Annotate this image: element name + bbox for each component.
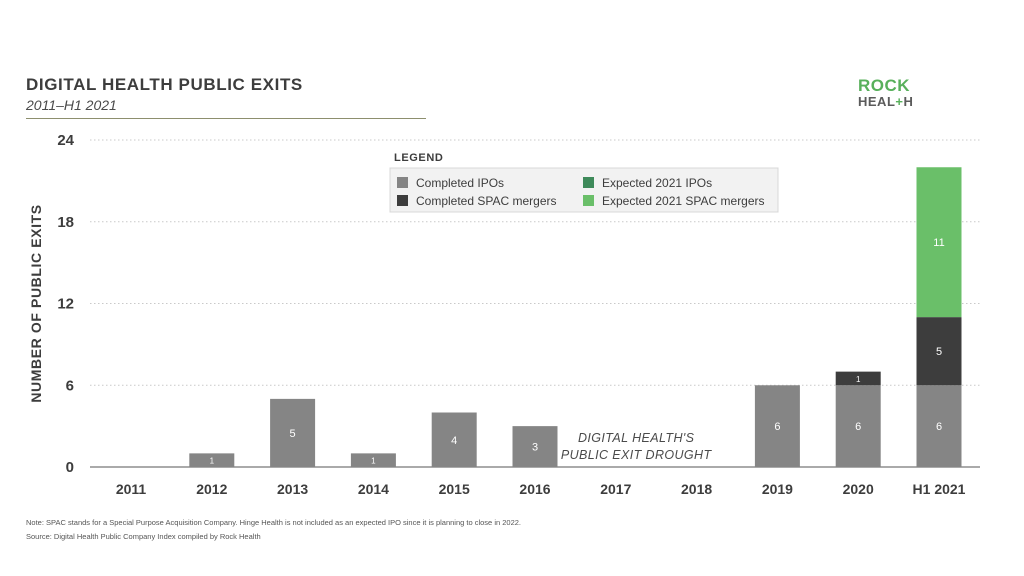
bar-value-label: 4 bbox=[451, 435, 457, 447]
y-tick-label: 12 bbox=[57, 296, 74, 313]
legend-entry: Expected 2021 IPOs bbox=[602, 176, 712, 190]
bar-value-label: 6 bbox=[774, 421, 780, 433]
y-tick-label: 18 bbox=[57, 214, 74, 231]
bar-value-label: 5 bbox=[290, 428, 296, 440]
x-tick-label: 2012 bbox=[196, 481, 227, 497]
rock-health-logo: ROCK HEAL+H bbox=[858, 76, 913, 110]
legend-swatch bbox=[397, 177, 408, 188]
bar-segment bbox=[835, 371, 881, 386]
chart-title: DIGITAL HEALTH PUBLIC EXITS bbox=[26, 75, 303, 94]
gridlines bbox=[90, 139, 980, 468]
x-tick-label: 2015 bbox=[439, 481, 470, 497]
bar-segment bbox=[916, 317, 962, 386]
logo-line-2: HEAL+H bbox=[858, 94, 913, 110]
annotations: DIGITAL HEALTH'S PUBLIC EXIT DROUGHT bbox=[561, 431, 713, 462]
legend-entry: Expected 2021 SPAC mergers bbox=[602, 194, 765, 208]
x-tick-label: 2018 bbox=[681, 481, 712, 497]
bars: 1 5 1 4 3 6 6 1 6 5 11 bbox=[189, 167, 962, 467]
legend-swatch bbox=[397, 195, 408, 206]
bar-segment bbox=[431, 412, 477, 467]
legend-entry: Completed SPAC mergers bbox=[416, 194, 557, 208]
bar-value-label: 5 bbox=[936, 346, 942, 358]
bar-value-label: 1 bbox=[371, 457, 376, 466]
annotation-text: DIGITAL HEALTH'S bbox=[578, 431, 695, 445]
bar-segment bbox=[270, 398, 316, 467]
x-tick-label: 2014 bbox=[358, 481, 389, 497]
bar-segment bbox=[754, 385, 800, 467]
legend: LEGEND Completed IPOs Completed SPAC merge… bbox=[389, 152, 779, 213]
x-axis-ticks: 2011 2012 2013 2014 2015 2016 2017 2018 2019 2020… bbox=[116, 481, 966, 497]
y-axis-ticks: 0 6 12 18 24 bbox=[57, 132, 74, 476]
bar-value-label: 11 bbox=[933, 237, 944, 249]
logo-plus-icon: + bbox=[895, 94, 904, 109]
bar-value-label: 3 bbox=[532, 442, 538, 454]
title-divider bbox=[26, 118, 426, 119]
x-tick-label: H1 2021 bbox=[913, 481, 966, 497]
source-note: Source: Digital Health Public Company In… bbox=[26, 532, 261, 541]
bar-segment bbox=[916, 385, 962, 467]
x-tick-label: 2011 bbox=[116, 481, 147, 497]
annotation-text: PUBLIC EXIT DROUGHT bbox=[561, 448, 713, 462]
bar-value-label: 6 bbox=[936, 421, 942, 433]
x-tick-label: 2019 bbox=[762, 481, 793, 497]
bar-value-label: 1 bbox=[856, 375, 861, 384]
x-tick-label: 2013 bbox=[277, 481, 308, 497]
bar-segment bbox=[916, 167, 962, 318]
bar-segment bbox=[512, 426, 558, 467]
y-tick-label: 0 bbox=[66, 459, 74, 476]
legend-swatch bbox=[583, 177, 594, 188]
legend-entry: Completed IPOs bbox=[416, 176, 504, 190]
y-tick-label: 24 bbox=[57, 132, 74, 149]
bar-value-label: 1 bbox=[210, 457, 215, 466]
chart-subtitle: 2011–H1 2021 bbox=[26, 97, 117, 113]
logo-line-1: ROCK bbox=[858, 76, 911, 95]
legend-swatch bbox=[583, 195, 594, 206]
bar-segment bbox=[835, 385, 881, 467]
y-axis-label: NUMBER OF PUBLIC EXITS bbox=[28, 204, 44, 402]
x-tick-label: 2017 bbox=[600, 481, 631, 497]
bar-segment bbox=[350, 453, 396, 467]
legend-title: LEGEND bbox=[394, 152, 443, 164]
footnote: Note: SPAC stands for a Special Purpose … bbox=[26, 518, 522, 527]
x-tick-label: 2020 bbox=[843, 481, 874, 497]
x-tick-label: 2016 bbox=[519, 481, 550, 497]
bar-value-label: 6 bbox=[855, 421, 861, 433]
y-tick-label: 6 bbox=[66, 377, 74, 394]
bar-segment bbox=[189, 453, 235, 467]
logo-line-2-a: HEAL bbox=[858, 94, 896, 109]
logo-line-2-b: H bbox=[903, 94, 914, 109]
